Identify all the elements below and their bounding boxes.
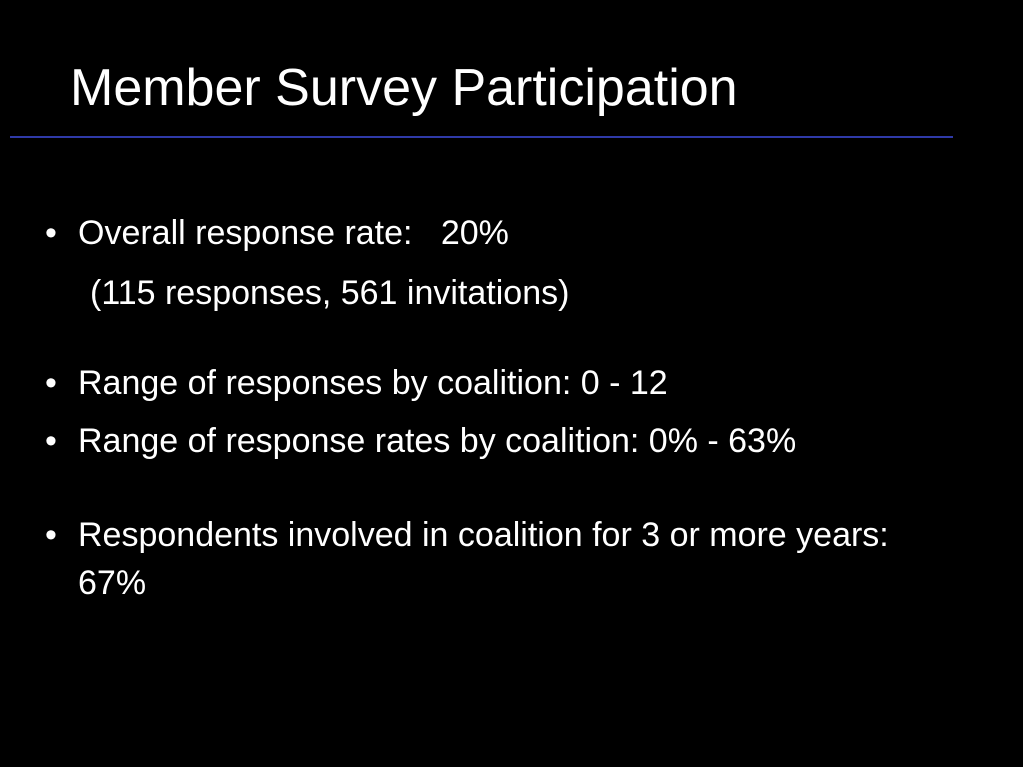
bullet-text: Overall response rate: 20% [78, 214, 509, 252]
bullet-dot: • [45, 364, 57, 402]
bullet-text: Range of responses by coalition: 0 - 12 [78, 364, 668, 402]
slide-title: Member Survey Participation [70, 59, 738, 117]
title-rule [10, 136, 953, 138]
bullet-text: Range of response rates by coalition: 0%… [78, 422, 797, 460]
bullet-dot: • [45, 516, 57, 554]
bullet-text: Respondents involved in coalition for 3 … [78, 516, 899, 602]
bullet-subtext: (115 responses, 561 invitations) [90, 274, 570, 312]
bullet-dot: • [45, 422, 57, 460]
bullet-dot: • [45, 214, 57, 252]
